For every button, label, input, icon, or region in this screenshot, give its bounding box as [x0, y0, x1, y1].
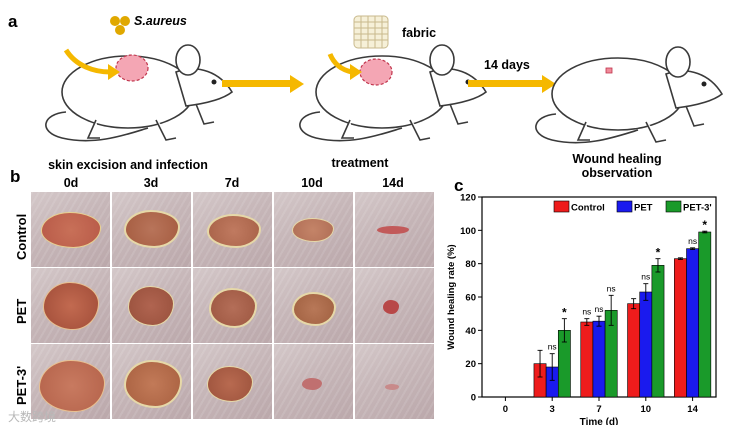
- y-tick-label: 40: [465, 326, 476, 337]
- y-tick-label: 60: [465, 293, 476, 304]
- wound-photo-control-3d: [112, 192, 191, 267]
- process-arrow-1-head: [290, 75, 304, 93]
- col-label-0d: 0d: [63, 176, 79, 190]
- row-label-pet: PET: [14, 298, 29, 324]
- wound-photo-pet-14d: [355, 268, 434, 343]
- row-label-pet3: PET-3': [14, 365, 29, 405]
- panel-b-letter: b: [10, 167, 21, 186]
- bacteria-icon: [110, 16, 130, 35]
- col-label-3d: 3d: [143, 176, 159, 190]
- row-label-control: Control: [14, 213, 29, 260]
- treated-site-marker: [359, 58, 393, 86]
- y-axis-label: Wound healing rate (%): [446, 244, 457, 349]
- legend-label: PET: [634, 203, 653, 214]
- wound-healing-chart: 0 20 40 60 80 100 120 0 3 7 10 14 Time (d) Wound heal…: [446, 193, 717, 425]
- significance-label: ns: [607, 283, 616, 293]
- fabric-icon: [353, 15, 389, 49]
- x-tick-label: 3: [550, 404, 555, 415]
- significance-label: ns: [641, 272, 650, 282]
- y-tick-label: 120: [460, 193, 476, 204]
- significance-label: *: [702, 218, 707, 232]
- bar: [686, 248, 699, 398]
- days-label: 14 days: [484, 58, 530, 72]
- significance-label: ns: [595, 304, 604, 314]
- panel-a-letter: a: [8, 12, 18, 31]
- legend-swatch: [665, 200, 682, 213]
- wound-photo-control-0d: [31, 192, 110, 267]
- x-tick-label: 7: [596, 404, 601, 415]
- wound-photo-pet-3d: [112, 268, 191, 343]
- significance-label: *: [562, 306, 567, 320]
- significance-label: *: [656, 246, 661, 260]
- significance-label: ns: [688, 236, 697, 246]
- x-tick-label: 14: [687, 404, 698, 415]
- bar: [698, 231, 712, 398]
- x-tick-label: 0: [503, 404, 508, 415]
- wound-photo-pet3-0d: [31, 344, 110, 419]
- step-label-treatment: treatment: [331, 156, 389, 170]
- process-arrow-1: [222, 80, 292, 87]
- legend-label: PET-3': [683, 203, 712, 214]
- wound-photo-control-7d: [193, 192, 272, 267]
- healed-site-marker: [605, 67, 613, 74]
- bar: [639, 291, 653, 398]
- wound-photo-pet-10d: [274, 268, 353, 343]
- x-axis-label: Time (d): [580, 417, 619, 425]
- bar: [674, 258, 687, 398]
- step-label-observation: Wound healing observation: [572, 152, 662, 180]
- process-arrow-2: [468, 80, 544, 87]
- bar: [592, 320, 606, 398]
- bar: [651, 265, 665, 398]
- wound-photo-control-14d: [355, 192, 434, 267]
- fabric-label: fabric: [402, 26, 437, 40]
- legend-swatch: [616, 200, 633, 213]
- panel-c-letter: c: [454, 176, 464, 195]
- y-tick-label: 0: [471, 393, 476, 404]
- significance-label: ns: [548, 342, 557, 352]
- y-tick-label: 100: [460, 226, 476, 237]
- significance-label: ns: [582, 307, 591, 317]
- bacteria-label: S.aureus: [134, 14, 187, 28]
- y-tick-label: 80: [465, 259, 476, 270]
- legend-swatch: [553, 200, 570, 213]
- col-label-14d: 14d: [382, 176, 404, 190]
- wound-photo-pet-0d: [31, 268, 110, 343]
- mouse-treatment-illustration: [299, 44, 488, 142]
- infection-site-marker: [115, 54, 149, 82]
- wound-photo-pet-7d: [193, 268, 272, 343]
- step-label-infection: skin excision and infection: [48, 158, 208, 172]
- wound-photo-pet3-14d: [355, 344, 434, 419]
- col-label-10d: 10d: [301, 176, 323, 190]
- bar: [627, 303, 641, 398]
- col-label-7d: 7d: [224, 176, 240, 190]
- x-tick-label: 10: [641, 404, 652, 415]
- wound-photo-pet3-7d: [193, 344, 272, 419]
- y-tick-label: 20: [465, 359, 476, 370]
- watermark: 大数跨境: [8, 410, 57, 424]
- wound-photo-control-10d: [274, 192, 353, 267]
- mouse-observation-illustration: [535, 46, 724, 144]
- bar: [580, 321, 594, 398]
- wound-photo-pet3-10d: [274, 344, 353, 419]
- legend-label: Control: [571, 203, 605, 214]
- mouse-infection-illustration: [45, 44, 234, 142]
- wound-photo-pet3-3d: [112, 344, 191, 419]
